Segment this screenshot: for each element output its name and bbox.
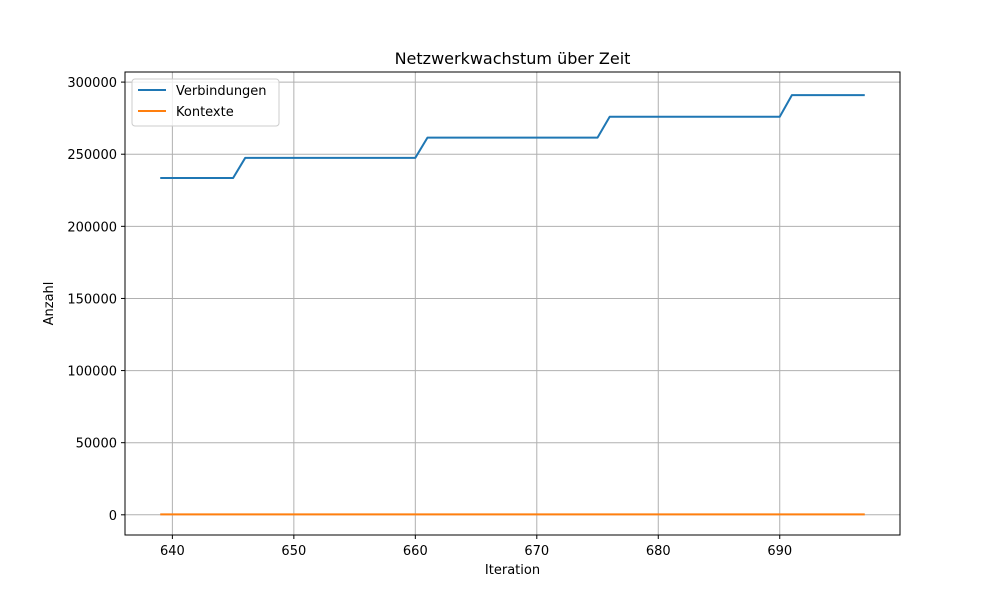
series-line-verbindungen xyxy=(160,94,865,180)
x-axis-label: Iteration xyxy=(485,563,540,578)
x-tick-label: 680 xyxy=(646,544,671,559)
legend-label-verbindungen: Verbindungen xyxy=(176,84,267,99)
y-tick-label: 200000 xyxy=(67,220,117,235)
x-axis: 640 650 660 670 680 690 xyxy=(160,535,792,559)
legend-label-kontexte: Kontexte xyxy=(176,105,234,120)
chart-title: Netzwerkwachstum über Zeit xyxy=(395,49,631,68)
y-tick-label: 300000 xyxy=(67,76,117,91)
legend: Verbindungen Kontexte xyxy=(131,78,280,127)
y-tick-label: 100000 xyxy=(67,365,117,380)
series-group xyxy=(160,94,865,516)
y-tick-label: 50000 xyxy=(76,437,117,452)
x-tick-label: 650 xyxy=(281,544,306,559)
y-tick-label: 0 xyxy=(109,509,117,524)
x-tick-label: 660 xyxy=(403,544,428,559)
x-tick-label: 670 xyxy=(524,544,549,559)
y-tick-label: 250000 xyxy=(67,148,117,163)
legend-box xyxy=(131,78,280,127)
plot-frame xyxy=(124,71,901,536)
x-tick-label: 690 xyxy=(767,544,792,559)
y-axis-label: Anzahl xyxy=(42,282,57,326)
x-tick-label: 640 xyxy=(160,544,185,559)
y-tick-label: 150000 xyxy=(67,292,117,307)
y-axis: 0 50000 100000 150000 200000 250000 300000 xyxy=(67,76,125,524)
grid xyxy=(125,72,900,535)
